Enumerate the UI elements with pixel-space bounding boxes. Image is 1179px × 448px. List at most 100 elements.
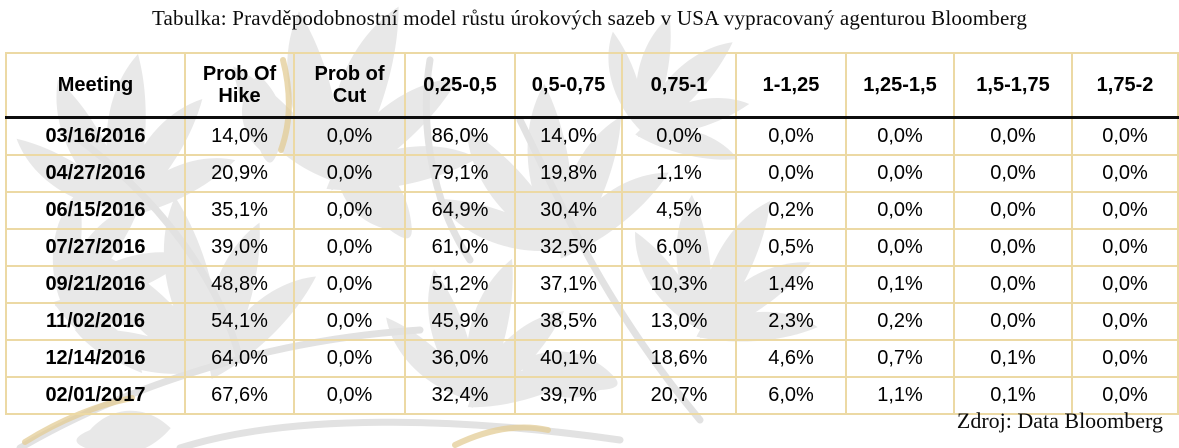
probability-value-cell: 64,0% bbox=[184, 339, 295, 378]
probability-value-cell: 4,5% bbox=[621, 191, 737, 230]
probability-value-cell: 0,0% bbox=[293, 154, 406, 193]
page-title: Tabulka: Pravděpodobnostní model růstu ú… bbox=[151, 6, 1028, 30]
probability-value-cell: 0,0% bbox=[1071, 302, 1179, 341]
probability-value-cell: 1,1% bbox=[621, 154, 737, 193]
meeting-date-cell: 07/27/2016 bbox=[5, 228, 186, 267]
table-row: 06/15/2016 35,1% 0,0% 64,9% 30,4% 4,5% 0,2% 0,0… bbox=[5, 191, 1179, 230]
probability-value-cell: 0,0% bbox=[1071, 339, 1179, 378]
probability-value-cell: 0,0% bbox=[845, 154, 955, 193]
probability-value-cell: 36,0% bbox=[404, 339, 516, 378]
probability-value-cell: 0,0% bbox=[953, 154, 1073, 193]
probability-value-cell: 19,8% bbox=[514, 154, 623, 193]
table-header-row: Meeting Prob Of Hike Prob of Cut 0,25-0,5 0,… bbox=[5, 52, 1179, 119]
probability-value-cell: 1,4% bbox=[735, 265, 847, 304]
probability-value-cell: 20,9% bbox=[184, 154, 295, 193]
probability-value-cell: 39,0% bbox=[184, 228, 295, 267]
probability-value-cell: 38,5% bbox=[514, 302, 623, 341]
probability-value-cell: 13,0% bbox=[621, 302, 737, 341]
meeting-date-cell: 06/15/2016 bbox=[5, 191, 186, 230]
probability-value-cell: 0,0% bbox=[293, 265, 406, 304]
probability-value-cell: 48,8% bbox=[184, 265, 295, 304]
probability-value-cell: 0,0% bbox=[953, 302, 1073, 341]
probability-value-cell: 61,0% bbox=[404, 228, 516, 267]
header-cell: 1,25-1,5 bbox=[845, 52, 955, 119]
probability-value-cell: 32,4% bbox=[404, 376, 516, 415]
meeting-date-cell: 11/02/2016 bbox=[5, 302, 186, 341]
header-cell: 1-1,25 bbox=[735, 52, 847, 119]
source-caption: Zdroj: Data Bloomberg bbox=[956, 408, 1163, 433]
probability-value-cell: 0,0% bbox=[845, 228, 955, 267]
probability-value-cell: 0,0% bbox=[1071, 154, 1179, 193]
header-cell: Prob of Cut bbox=[293, 52, 406, 119]
meeting-date-cell: 02/01/2017 bbox=[5, 376, 186, 415]
probability-value-cell: 54,1% bbox=[184, 302, 295, 341]
probability-value-cell: 0,0% bbox=[293, 191, 406, 230]
probability-value-cell: 0,0% bbox=[293, 302, 406, 341]
probability-value-cell: 6,0% bbox=[621, 228, 737, 267]
header-cell: 0,25-0,5 bbox=[404, 52, 516, 119]
table-row: 07/27/2016 39,0% 0,0% 61,0% 32,5% 6,0% 0,5% 0,0… bbox=[5, 228, 1179, 267]
probability-value-cell: 0,0% bbox=[293, 339, 406, 378]
meeting-date-cell: 03/16/2016 bbox=[5, 116, 186, 156]
meeting-date-cell: 09/21/2016 bbox=[5, 265, 186, 304]
header-cell: 1,5-1,75 bbox=[953, 52, 1073, 119]
table-row: 09/21/2016 48,8% 0,0% 51,2% 37,1% 10,3% 1,4% 0,… bbox=[5, 265, 1179, 304]
probability-value-cell: 40,1% bbox=[514, 339, 623, 378]
probability-value-cell: 0,2% bbox=[845, 302, 955, 341]
probability-value-cell: 30,4% bbox=[514, 191, 623, 230]
probability-value-cell: 0,0% bbox=[953, 116, 1073, 156]
probability-value-cell: 4,6% bbox=[735, 339, 847, 378]
probability-value-cell: 0,0% bbox=[293, 228, 406, 267]
table-row: 04/27/2016 20,9% 0,0% 79,1% 19,8% 1,1% 0,0% 0,0… bbox=[5, 154, 1179, 193]
probability-value-cell: 0,1% bbox=[845, 265, 955, 304]
probability-value-cell: 0,0% bbox=[621, 116, 737, 156]
probability-value-cell: 20,7% bbox=[621, 376, 737, 415]
probability-table: Meeting Prob Of Hike Prob of Cut 0,25-0,5 0,… bbox=[5, 52, 1179, 415]
probability-value-cell: 51,2% bbox=[404, 265, 516, 304]
header-cell: Meeting bbox=[5, 52, 186, 119]
probability-value-cell: 0,1% bbox=[953, 339, 1073, 378]
probability-value-cell: 0,0% bbox=[953, 191, 1073, 230]
header-cell: 0,5-0,75 bbox=[514, 52, 623, 119]
probability-value-cell: 0,0% bbox=[845, 116, 955, 156]
header-cell: Prob Of Hike bbox=[184, 52, 295, 119]
probability-value-cell: 0,0% bbox=[1071, 116, 1179, 156]
probability-value-cell: 0,0% bbox=[953, 228, 1073, 267]
meeting-date-cell: 12/14/2016 bbox=[5, 339, 186, 378]
probability-value-cell: 14,0% bbox=[184, 116, 295, 156]
probability-value-cell: 0,0% bbox=[1071, 376, 1179, 415]
probability-value-cell: 0,0% bbox=[735, 116, 847, 156]
probability-value-cell: 0,0% bbox=[1071, 265, 1179, 304]
probability-value-cell: 0,0% bbox=[735, 154, 847, 193]
probability-value-cell: 10,3% bbox=[621, 265, 737, 304]
probability-value-cell: 6,0% bbox=[735, 376, 847, 415]
probability-value-cell: 0,0% bbox=[845, 191, 955, 230]
probability-value-cell: 86,0% bbox=[404, 116, 516, 156]
probability-value-cell: 39,7% bbox=[514, 376, 623, 415]
probability-value-cell: 0,0% bbox=[1071, 228, 1179, 267]
header-cell: 0,75-1 bbox=[621, 52, 737, 119]
probability-value-cell: 45,9% bbox=[404, 302, 516, 341]
probability-value-cell: 0,1% bbox=[953, 376, 1073, 415]
probability-value-cell: 0,2% bbox=[735, 191, 847, 230]
probability-value-cell: 32,5% bbox=[514, 228, 623, 267]
probability-value-cell: 18,6% bbox=[621, 339, 737, 378]
meeting-date-cell: 04/27/2016 bbox=[5, 154, 186, 193]
probability-value-cell: 35,1% bbox=[184, 191, 295, 230]
probability-value-cell: 37,1% bbox=[514, 265, 623, 304]
probability-value-cell: 14,0% bbox=[514, 116, 623, 156]
probability-value-cell: 0,0% bbox=[293, 376, 406, 415]
probability-value-cell: 0,7% bbox=[845, 339, 955, 378]
probability-value-cell: 2,3% bbox=[735, 302, 847, 341]
probability-value-cell: 0,5% bbox=[735, 228, 847, 267]
probability-value-cell: 0,0% bbox=[1071, 191, 1179, 230]
probability-value-cell: 1,1% bbox=[845, 376, 955, 415]
table-row: 12/14/2016 64,0% 0,0% 36,0% 40,1% 18,6% 4,6% 0,… bbox=[5, 339, 1179, 378]
header-cell: 1,75-2 bbox=[1071, 52, 1179, 119]
probability-value-cell: 67,6% bbox=[184, 376, 295, 415]
probability-value-cell: 64,9% bbox=[404, 191, 516, 230]
probability-value-cell: 0,0% bbox=[953, 265, 1073, 304]
probability-value-cell: 79,1% bbox=[404, 154, 516, 193]
table-row: 11/02/2016 54,1% 0,0% 45,9% 38,5% 13,0% 2,3% 0,… bbox=[5, 302, 1179, 341]
